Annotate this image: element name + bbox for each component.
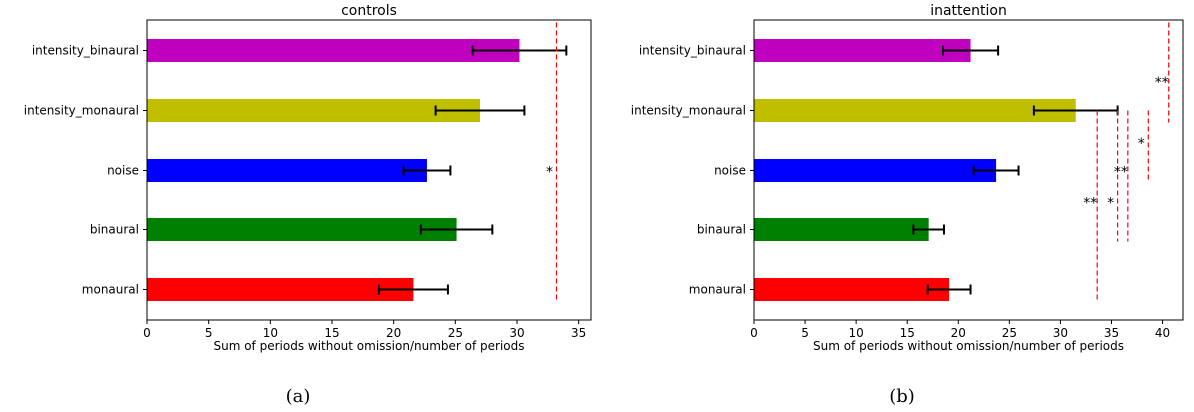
x-tick-label: 15 xyxy=(900,326,915,340)
panel-controls: controls * monaural binaural noise intensity_… xyxy=(24,3,592,407)
y-tick-label: intensity_binaural xyxy=(639,44,746,58)
error-bar-binaural xyxy=(419,224,494,235)
x-tick-label: 30 xyxy=(1053,326,1068,340)
x-tick-label: 15 xyxy=(324,326,339,340)
x-tick-label: 25 xyxy=(1002,326,1017,340)
x-tick-label: 35 xyxy=(571,326,586,340)
chart-title: inattention xyxy=(930,3,1007,19)
x-tick-label: 25 xyxy=(448,326,463,340)
error-bar-noise xyxy=(402,165,452,176)
figure-caption: (a) xyxy=(286,386,311,407)
bar-monaural xyxy=(754,278,950,301)
bar-monaural xyxy=(147,278,414,301)
x-tick-label: 10 xyxy=(263,326,278,340)
significance-label: * xyxy=(1138,136,1145,152)
error-bar-noise xyxy=(972,165,1020,176)
significance-label: ** xyxy=(1114,165,1128,181)
significance-label: * xyxy=(546,165,553,181)
bar-intensity_monaural xyxy=(754,99,1076,122)
y-tick-label: intensity_binaural xyxy=(32,44,139,58)
significance-label: ** xyxy=(1083,196,1097,212)
chart-title: controls xyxy=(341,3,397,19)
x-tick-label: 0 xyxy=(143,326,151,340)
error-bar-monaural xyxy=(377,284,449,295)
y-tick-label: binaural xyxy=(90,223,139,237)
error-bar-intensity_binaural xyxy=(471,45,568,56)
significance-label: ** xyxy=(1155,75,1169,91)
y-tick-label: binaural xyxy=(697,223,746,237)
x-tick-label: 10 xyxy=(849,326,864,340)
bar-noise xyxy=(754,159,997,182)
x-tick-label: 5 xyxy=(205,326,213,340)
x-tick-label: 35 xyxy=(1104,326,1119,340)
bar-intensity_binaural xyxy=(754,39,971,62)
x-tick-label: 5 xyxy=(801,326,809,340)
y-tick-label: monaural xyxy=(689,283,746,297)
error-bar-intensity_monaural xyxy=(434,105,526,116)
bar-intensity_binaural xyxy=(147,39,520,62)
y-tick-label: noise xyxy=(107,164,139,178)
x-axis-label: Sum of periods without omission/number o… xyxy=(813,339,1124,353)
figure-caption: (b) xyxy=(889,386,915,407)
x-tick-label: 20 xyxy=(951,326,966,340)
x-tick-label: 30 xyxy=(509,326,524,340)
error-bar-binaural xyxy=(912,224,945,235)
x-tick-label: 40 xyxy=(1155,326,1170,340)
panel-inattention: inattention** ******monauralbinauralnoise… xyxy=(631,3,1184,407)
y-tick-label: monaural xyxy=(82,283,139,297)
x-tick-label: 20 xyxy=(386,326,401,340)
error-bar-intensity_binaural xyxy=(941,45,1000,56)
error-bar-monaural xyxy=(926,284,972,295)
bar-binaural xyxy=(754,218,929,241)
bar-binaural xyxy=(147,218,457,241)
significance-label: * xyxy=(1107,196,1114,212)
y-tick-label: intensity_monaural xyxy=(631,104,746,118)
bar-noise xyxy=(147,159,427,182)
x-tick-label: 0 xyxy=(750,326,758,340)
bar-intensity_monaural xyxy=(147,99,480,122)
y-tick-label: intensity_monaural xyxy=(24,104,139,118)
x-axis-label: Sum of periods without omission/number o… xyxy=(213,339,524,353)
y-tick-label: noise xyxy=(714,164,746,178)
